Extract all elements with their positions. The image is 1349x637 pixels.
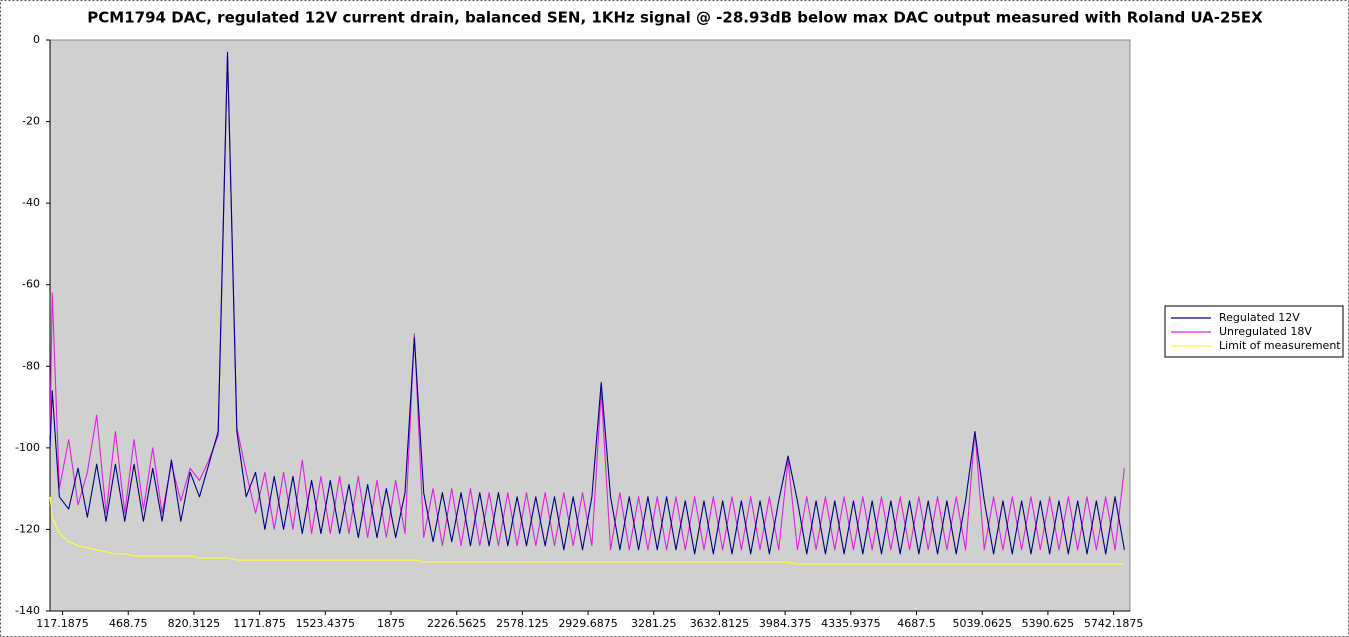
y-tick-label: 0 bbox=[33, 33, 40, 46]
y-tick-label: -120 bbox=[15, 522, 40, 535]
x-tick-label: 5742.1875 bbox=[1084, 617, 1144, 630]
x-tick-label: 2929.6875 bbox=[558, 617, 618, 630]
x-tick-label: 5039.0625 bbox=[952, 617, 1012, 630]
y-tick-label: -80 bbox=[22, 359, 40, 372]
x-tick-label: 117.1875 bbox=[36, 617, 89, 630]
y-tick-label: -60 bbox=[22, 278, 40, 291]
x-tick-label: 3632.8125 bbox=[690, 617, 750, 630]
legend-label: Regulated 12V bbox=[1219, 311, 1300, 324]
legend-label: Unregulated 18V bbox=[1219, 325, 1312, 338]
y-tick-label: -140 bbox=[15, 604, 40, 617]
x-tick-label: 3984.375 bbox=[759, 617, 812, 630]
series-line bbox=[49, 51, 1125, 555]
y-tick-label: -40 bbox=[22, 196, 40, 209]
x-tick-label: 820.3125 bbox=[168, 617, 221, 630]
series-line bbox=[49, 496, 1125, 565]
chart-title: PCM1794 DAC, regulated 12V current drain… bbox=[87, 9, 1263, 27]
x-tick-label: 5390.625 bbox=[1022, 617, 1075, 630]
y-tick-label: -20 bbox=[22, 115, 40, 128]
y-tick-label: -100 bbox=[15, 441, 40, 454]
x-tick-label: 1171.875 bbox=[233, 617, 286, 630]
x-tick-label: 4335.9375 bbox=[821, 617, 881, 630]
x-tick-label: 4687.5 bbox=[897, 617, 936, 630]
legend-label: Limit of measurement bbox=[1219, 339, 1341, 352]
x-tick-label: 2578.125 bbox=[496, 617, 549, 630]
x-tick-label: 1523.4375 bbox=[296, 617, 356, 630]
x-tick-label: 1875 bbox=[377, 617, 405, 630]
x-tick-label: 2226.5625 bbox=[427, 617, 487, 630]
x-tick-label: 3281.25 bbox=[631, 617, 677, 630]
x-tick-label: 468.75 bbox=[109, 617, 148, 630]
